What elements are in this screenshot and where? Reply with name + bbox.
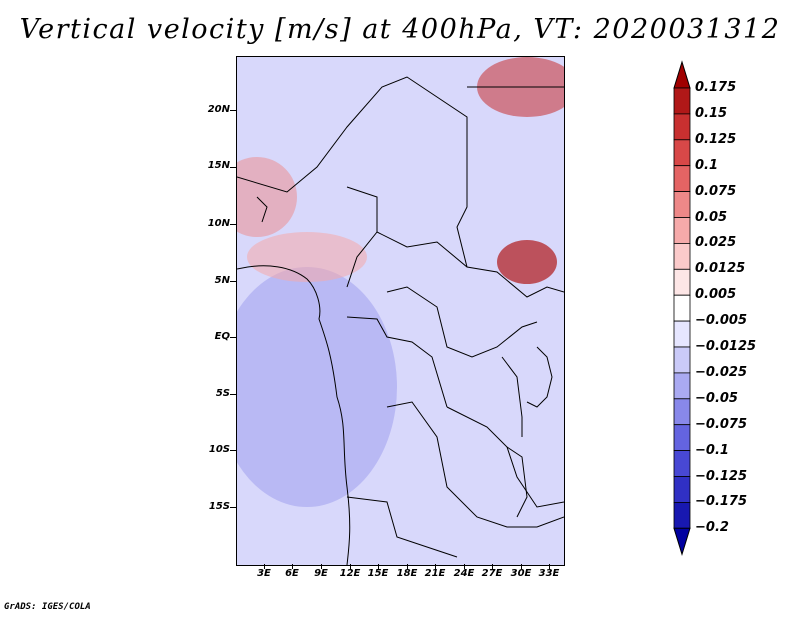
colorbar-label: −0.025 — [695, 364, 748, 380]
colorbar-label: 0.1 — [695, 157, 719, 173]
colorbar-arrow-bottom — [673, 527, 691, 557]
lat-tick — [230, 224, 236, 225]
colorbar-label: −0.175 — [695, 494, 748, 510]
vertical-velocity-map — [237, 57, 564, 565]
lon-tick — [407, 564, 408, 569]
colorbar-label: 0.075 — [695, 183, 737, 199]
lon-label: 30E — [510, 568, 532, 579]
lat-label: 15N — [207, 160, 230, 171]
lat-label: EQ — [214, 331, 230, 342]
lon-tick — [292, 564, 293, 569]
lon-label: 33E — [538, 568, 560, 579]
colorbar-label: 0.005 — [695, 287, 737, 303]
lat-tick — [230, 337, 236, 338]
map-title: Vertical velocity [m/s] at 400hPa, VT: 2… — [19, 14, 781, 45]
colorbar-label: 0.025 — [695, 235, 737, 251]
colorbar-label: 0.15 — [695, 105, 728, 121]
colorbar — [673, 60, 691, 557]
colorbar-swatch — [673, 268, 691, 296]
colorbar-swatch — [673, 450, 691, 477]
lon-label: 15E — [367, 568, 389, 579]
colorbar-swatch — [673, 424, 691, 452]
lon-label: 24E — [453, 568, 475, 579]
colorbar-swatch — [673, 346, 691, 374]
colorbar-label: 0.0125 — [695, 261, 746, 277]
colorbar-label: −0.2 — [695, 520, 729, 536]
grads-credit: GrADS: IGES/COLA — [4, 602, 91, 612]
lon-label: 9E — [314, 568, 328, 579]
colorbar-label: 0.05 — [695, 209, 728, 225]
colorbar-label: −0.1 — [695, 442, 729, 458]
lat-tick — [230, 394, 236, 395]
colorbar-label: −0.075 — [695, 416, 748, 432]
lon-label: 21E — [424, 568, 446, 579]
lon-tick — [264, 564, 265, 569]
lat-label: 20N — [207, 104, 230, 115]
lat-label: 10N — [207, 218, 230, 229]
lat-label: 5N — [214, 275, 230, 286]
colorbar-swatch — [673, 165, 691, 192]
colorbar-swatch — [673, 191, 691, 218]
colorbar-label: −0.0125 — [695, 339, 757, 354]
lon-label: 6E — [285, 568, 299, 579]
lon-tick — [378, 564, 379, 569]
lat-tick — [230, 110, 236, 111]
lat-label: 15S — [208, 501, 230, 512]
lon-label: 12E — [339, 568, 361, 579]
colorbar-label: −0.05 — [695, 390, 738, 406]
lon-tick — [350, 564, 351, 569]
colorbar-label: 0.125 — [695, 131, 737, 147]
lon-label: 27E — [481, 568, 503, 579]
colorbar-swatch — [673, 294, 691, 322]
colorbar-swatch — [673, 398, 691, 426]
colorbar-swatch — [673, 217, 691, 244]
lat-tick — [230, 507, 236, 508]
colorbar-label: −0.005 — [695, 313, 748, 329]
colorbar-label: 0.175 — [695, 80, 737, 95]
lon-tick — [464, 564, 465, 569]
lon-tick — [321, 564, 322, 569]
lon-tick — [549, 564, 550, 569]
lon-tick — [521, 564, 522, 569]
map-panel — [236, 56, 565, 566]
lon-tick — [492, 564, 493, 569]
colorbar-swatch — [673, 113, 691, 141]
colorbar-swatch — [673, 139, 691, 167]
lat-tick — [230, 281, 236, 282]
colorbar-swatch — [673, 372, 691, 400]
lat-tick — [230, 450, 236, 451]
lat-label: 5S — [215, 388, 230, 399]
lon-label: 3E — [257, 568, 271, 579]
colorbar-swatch — [673, 87, 691, 115]
colorbar-swatch — [673, 320, 691, 348]
colorbar-swatch — [673, 476, 691, 503]
colorbar-arrow-top — [673, 60, 691, 89]
lon-tick — [435, 564, 436, 569]
colorbar-swatch — [673, 501, 691, 529]
colorbar-label: −0.125 — [695, 468, 748, 484]
lat-label: 10S — [208, 444, 230, 455]
colorbar-swatch — [673, 242, 691, 270]
lon-label: 18E — [396, 568, 418, 579]
lat-tick — [230, 167, 236, 168]
